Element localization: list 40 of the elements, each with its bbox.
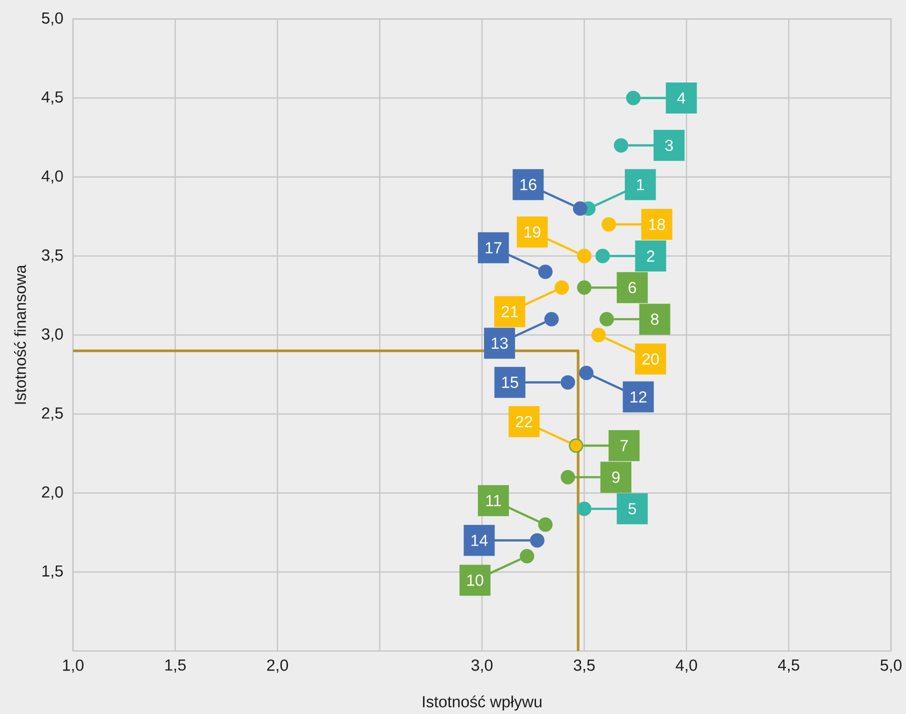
- annotation: 20: [642, 353, 659, 365]
- annotation: 5: [628, 503, 636, 514]
- x-tick-label: 5,0: [880, 660, 902, 673]
- annotation: 19: [524, 226, 540, 238]
- x-axis-title: Istotność wpływu: [423, 695, 542, 711]
- annotation: 14: [472, 534, 488, 546]
- y-tick-label: 3,0: [42, 328, 63, 342]
- annotation: 15: [502, 376, 518, 388]
- annotation: 12: [630, 391, 646, 403]
- annotation: 13: [492, 338, 508, 349]
- x-tick-label: 4,5: [778, 660, 800, 673]
- y-tick-label: 4,0: [42, 170, 63, 184]
- annotation: 11: [486, 495, 501, 506]
- x-tick-label: 1,5: [165, 660, 186, 673]
- annotation: 6: [628, 282, 636, 294]
- y-axis-title: Istotność finansowa: [14, 264, 26, 404]
- x-tick-label: 3,0: [471, 660, 493, 673]
- annotation: 3: [665, 140, 673, 152]
- y-tick-label: 2,0: [42, 486, 63, 500]
- annotation: 7: [620, 440, 628, 452]
- annotation: 16: [520, 178, 536, 190]
- annotation: 21: [502, 306, 518, 318]
- annotation: 17: [486, 242, 502, 254]
- annotation: 2: [647, 250, 654, 262]
- x-tick-label: 4,0: [676, 660, 698, 673]
- annotation: 10: [467, 574, 484, 586]
- y-tick-label: 4,5: [42, 91, 63, 105]
- annotation: 4: [677, 92, 686, 104]
- annotation: 22: [516, 416, 532, 428]
- x-tick-label: 1,0: [63, 660, 84, 673]
- annotation: 9: [612, 472, 620, 483]
- y-tick-label: 3,5: [42, 249, 63, 263]
- y-tick-label: 1,5: [42, 565, 63, 579]
- y-tick-label: 5,0: [42, 12, 63, 26]
- y-tick-label: 2,5: [42, 407, 63, 421]
- annotation: 8: [651, 314, 659, 325]
- annotation: 1: [637, 179, 644, 190]
- x-tick-label: 3,5: [574, 660, 595, 673]
- annotation: 18: [649, 218, 665, 230]
- x-tick-label: 2,0: [267, 660, 288, 673]
